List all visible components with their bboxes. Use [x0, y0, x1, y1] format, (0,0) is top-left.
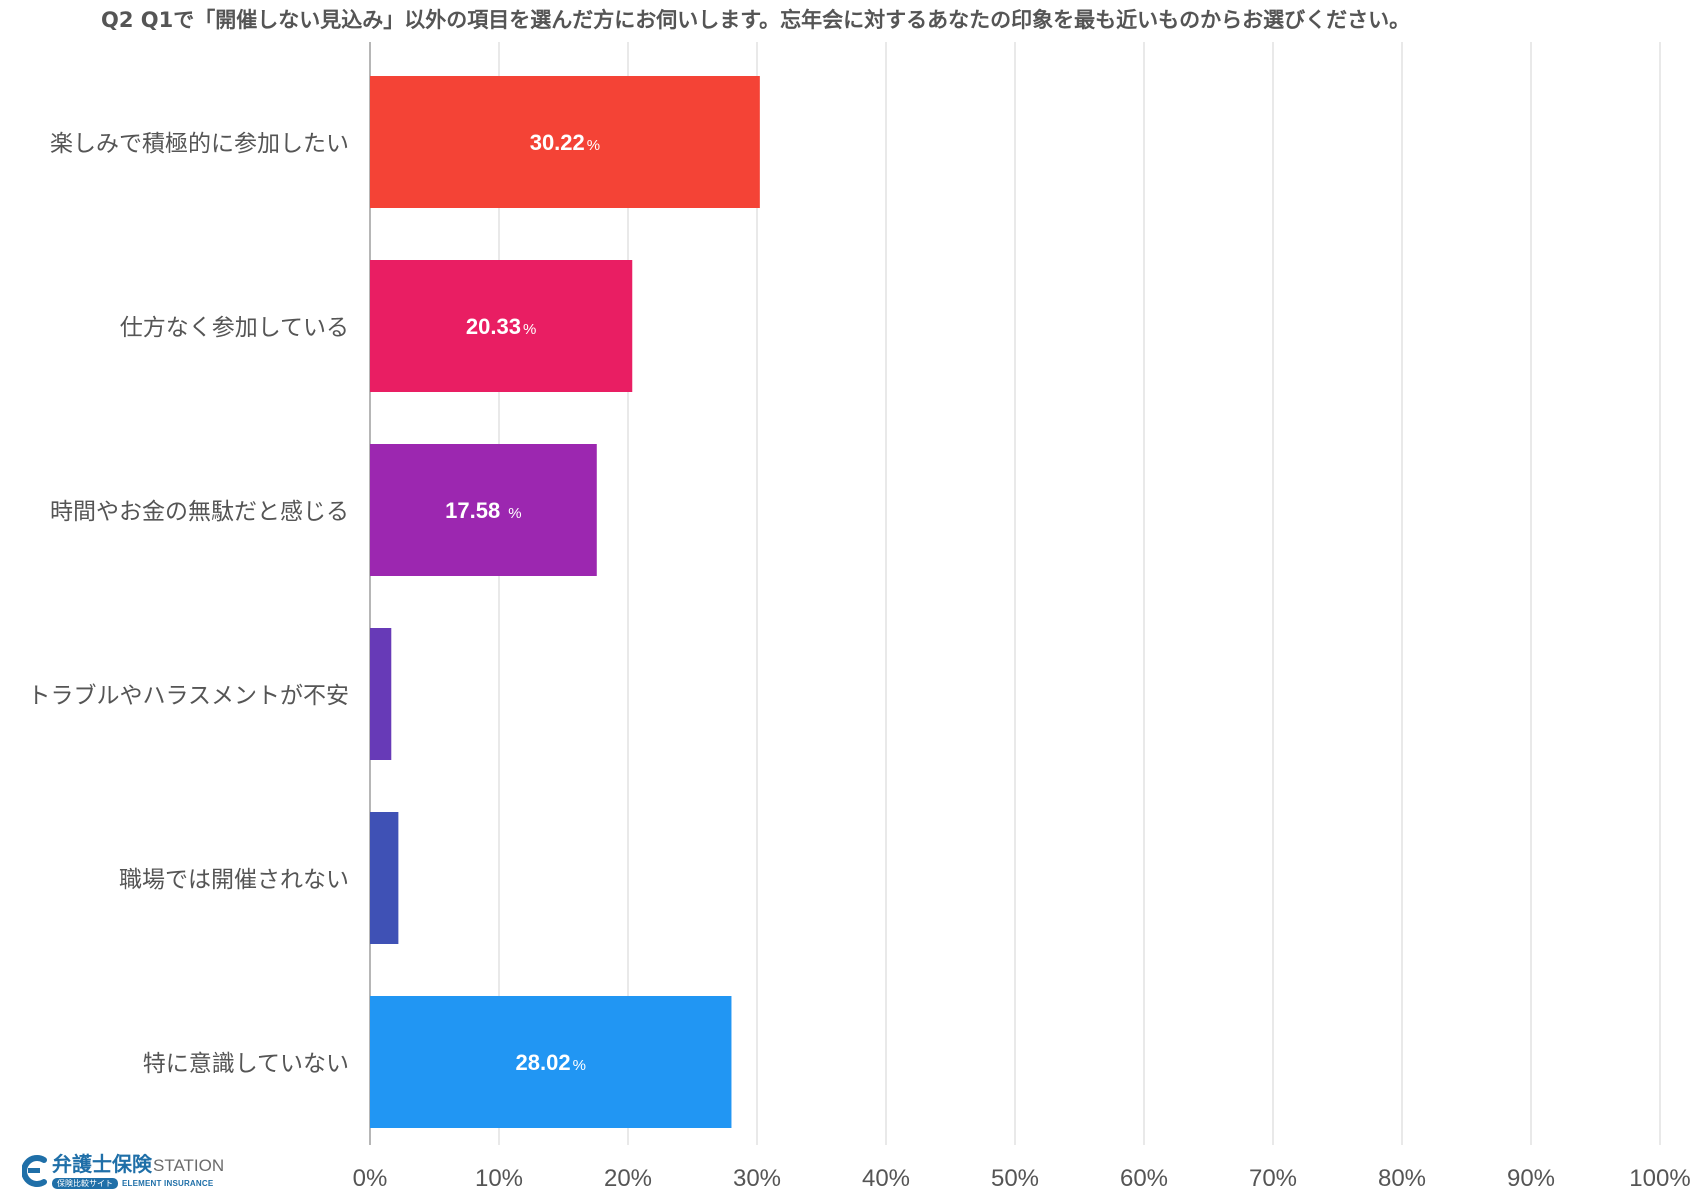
bar-value-percent: % — [508, 505, 521, 522]
brand-subtitle: ELEMENT INSURANCE — [122, 1179, 214, 1188]
bar-value-percent: % — [523, 321, 536, 338]
grid-lines — [369, 42, 1661, 1145]
bar — [370, 628, 392, 760]
x-tick-label: 40% — [862, 1165, 910, 1192]
category-label: トラブルやハラスメントが不安 — [27, 683, 349, 709]
bar-value-percent: % — [573, 1057, 586, 1074]
x-tick-label: 80% — [1378, 1165, 1426, 1192]
bar-value-number: 17.58 — [445, 498, 506, 523]
brand-tagline: 保険比較サイト — [52, 1178, 118, 1189]
x-tick-label: 60% — [1120, 1165, 1168, 1192]
bar — [370, 76, 760, 208]
category-labels: 楽しみで積極的に参加したい仕方なく参加している時間やお金の無駄だと感じるトラブル… — [27, 131, 349, 1077]
bar-value-label: 30.22% — [530, 130, 600, 155]
bar-value-number: 28.02 — [516, 1050, 571, 1075]
bar — [370, 812, 399, 944]
x-tick-label: 50% — [991, 1165, 1039, 1192]
category-label: 特に意識していない — [143, 1051, 349, 1077]
brand-name-jp: 弁護士保険 — [52, 1152, 152, 1176]
category-label: 時間やお金の無駄だと感じる — [50, 499, 349, 525]
bar-value-percent: % — [587, 137, 600, 154]
category-label: 仕方なく参加している — [120, 315, 349, 341]
x-tick-label: 90% — [1507, 1165, 1555, 1192]
x-tick-label: 0% — [353, 1165, 388, 1192]
brand-logo-icon — [22, 1155, 47, 1187]
x-tick-label: 10% — [475, 1165, 523, 1192]
x-axis-ticks: 0% 10% 20% 30% 40% 50% 60% 70% 80% 90% 100% — [353, 1165, 1690, 1192]
bar — [370, 996, 732, 1128]
x-tick-label: 70% — [1249, 1165, 1297, 1192]
bars: 30.22 %20.33 %17.58 %28.02% — [370, 76, 760, 1128]
bar-value-number: 30.22 — [530, 130, 585, 155]
x-tick-label: 30% — [733, 1165, 781, 1192]
bar — [370, 260, 633, 392]
chart-title: Q2 Q1で「開催しない見込み」以外の項目を選んだ方にお伺いします。忘年会に対す… — [101, 8, 1410, 32]
bar-value-label: 17.58 % — [445, 498, 522, 523]
category-label: 職場では開催されない — [119, 867, 349, 893]
x-tick-label: 20% — [604, 1165, 652, 1192]
brand-logo-text: 弁護士保険 STATION 保険比較サイト ELEMENT INSURANCE — [52, 1153, 224, 1189]
brand-logo: 弁護士保険 STATION 保険比較サイト ELEMENT INSURANCE — [22, 1151, 224, 1191]
bar-value-number: 20.33 — [466, 314, 521, 339]
brand-name-en: STATION — [153, 1156, 225, 1175]
x-tick-label: 100% — [1629, 1165, 1690, 1192]
bar-value-label: 28.02% — [516, 1050, 586, 1075]
category-label: 楽しみで積極的に参加したい — [50, 131, 349, 157]
bar-value-label: 20.33% — [466, 314, 536, 339]
bar — [370, 444, 597, 576]
